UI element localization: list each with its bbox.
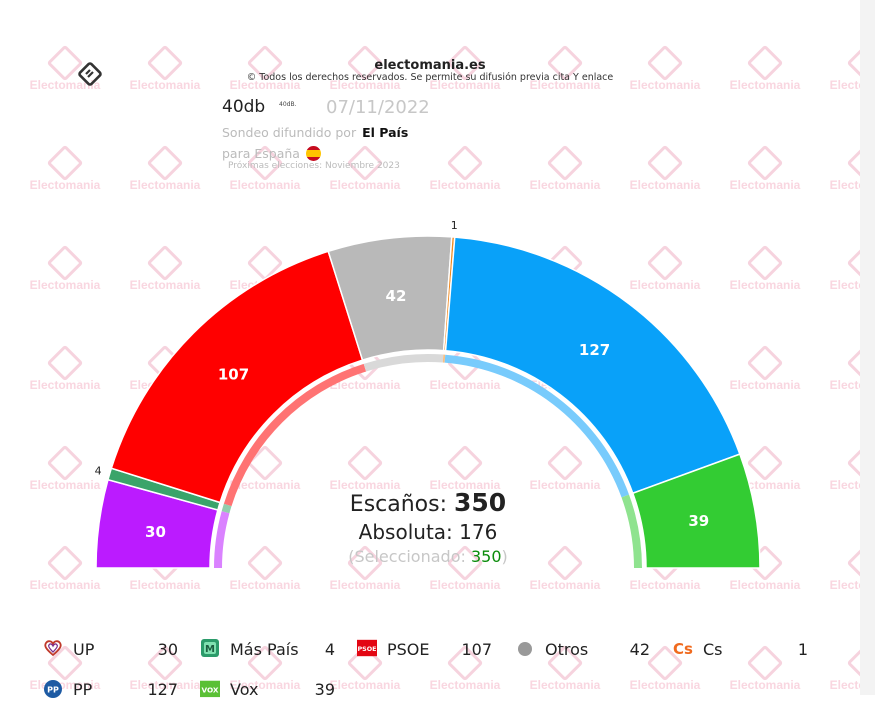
legend-name: PSOE xyxy=(387,640,430,659)
seats-label: Escaños: xyxy=(349,492,448,517)
seat-label-m-s-pa-s: 4 xyxy=(95,465,102,478)
inner-ring-up xyxy=(214,511,230,568)
legend-value: 127 xyxy=(147,680,178,699)
svg-text:VOX: VOX xyxy=(201,686,218,695)
legend-item-pp[interactable]: PP PP 127 xyxy=(43,675,183,701)
published-by-prefix: Sondeo difundido por xyxy=(222,125,357,140)
inner-ring-vox xyxy=(621,494,642,568)
published-by: Sondeo difundido por El País xyxy=(222,125,408,140)
spain-flag-icon xyxy=(305,146,321,161)
legend-value: 42 xyxy=(629,640,650,659)
selected-seats: (Seleccionado: 350) xyxy=(302,547,554,566)
seats-total-value: 350 xyxy=(454,488,507,517)
legend-name: Vox xyxy=(230,680,259,699)
inner-ring-otros xyxy=(363,354,444,372)
legend-name: Más País xyxy=(230,640,299,659)
legend-value: 39 xyxy=(314,680,335,699)
right-gutter xyxy=(860,0,875,695)
psoe-icon: PSOE xyxy=(357,639,377,657)
svg-text:PSOE: PSOE xyxy=(358,646,377,653)
svg-text:PP: PP xyxy=(47,686,59,695)
media-name: El País xyxy=(362,125,409,140)
legend-name: UP xyxy=(73,640,95,659)
scope-text: para España xyxy=(222,146,300,161)
legend-name: PP xyxy=(73,680,93,699)
majority-value: 176 xyxy=(459,520,498,544)
seats-total: Escaños: 350 xyxy=(302,488,554,517)
mas-pais-icon: M xyxy=(201,639,219,657)
svg-text:M: M xyxy=(205,644,215,655)
scope: para España xyxy=(222,146,321,161)
legend-item-cs[interactable]: Cs Cs 1 xyxy=(673,635,813,661)
hemicycle-chart: 30 4 107 42 1 127 39 xyxy=(95,219,761,569)
legend-name: Otros xyxy=(545,640,589,659)
heart-icon xyxy=(44,640,62,657)
selected-value: 350 xyxy=(470,547,502,566)
majority: Absoluta: 176 xyxy=(302,520,554,544)
legend-item-otros[interactable]: Otros 42 xyxy=(515,635,655,661)
cs-icon: Cs xyxy=(673,640,693,658)
pp-icon: PP xyxy=(44,680,62,698)
electomania-logo-icon xyxy=(78,62,102,86)
seat-label-otros: 42 xyxy=(386,287,407,305)
pollster-logo-text: 40dB. xyxy=(279,101,297,108)
selected-prefix: (Seleccionado: xyxy=(348,547,466,566)
inner-ring-m-s-pa-s xyxy=(221,503,232,514)
site-title: electomania.es xyxy=(374,58,486,73)
legend-item-up[interactable]: UP 30 xyxy=(43,635,183,661)
legend-value: 107 xyxy=(461,640,492,659)
poll-date: 07/11/2022 xyxy=(326,97,430,118)
legend-item-psoe[interactable]: PSOE PSOE 107 xyxy=(357,635,497,661)
vox-icon: VOX xyxy=(200,680,220,698)
pollster-name: 40db xyxy=(222,97,266,117)
legend-item-vox[interactable]: VOX Vox 39 xyxy=(200,675,340,701)
legend-value: 30 xyxy=(157,640,178,659)
legend-name: Cs xyxy=(703,640,723,659)
dot-icon xyxy=(518,642,532,656)
seat-wedge-vox[interactable] xyxy=(631,453,761,569)
svg-text:Cs: Cs xyxy=(673,640,693,658)
seat-label-psoe: 107 xyxy=(218,366,249,384)
copyright-notice: © Todos los derechos reservados. Se perm… xyxy=(246,72,614,83)
seat-label-vox: 39 xyxy=(688,512,709,530)
legend-value: 4 xyxy=(324,640,335,659)
seat-label-up: 30 xyxy=(145,523,166,541)
legend-item-mas-pais[interactable]: M Más País 4 xyxy=(200,635,340,661)
seat-label-cs: 1 xyxy=(451,219,458,232)
next-election: Próximas elecciones: Noviembre 2023 xyxy=(228,161,400,171)
legend-value: 1 xyxy=(797,640,808,659)
selected-suffix: ) xyxy=(501,547,508,566)
legend: UP 30 M Más País 4 PSOE PSOE 107 Otros 4… xyxy=(0,635,860,699)
majority-label: Absoluta: xyxy=(358,520,453,544)
inner-ring-cs xyxy=(442,354,446,363)
seat-label-pp: 127 xyxy=(579,341,610,359)
